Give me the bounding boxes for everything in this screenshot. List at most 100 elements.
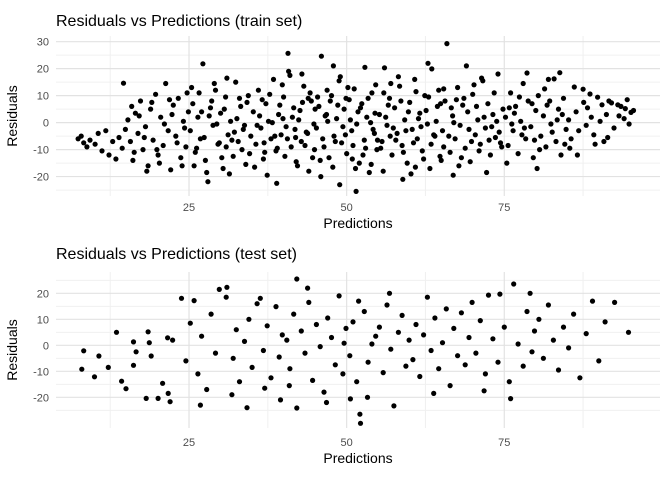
data-point (291, 311, 297, 317)
data-point (597, 118, 603, 124)
data-point (515, 151, 521, 157)
data-point (236, 379, 243, 385)
data-point (456, 163, 462, 169)
data-point (376, 324, 382, 330)
test-tick-labels: 25 50 75 20 10 0 -10 -20 (33, 288, 510, 449)
data-point (571, 311, 577, 317)
data-point (588, 114, 594, 120)
data-point (618, 103, 624, 109)
data-point (515, 341, 521, 347)
data-point (205, 179, 211, 185)
data-point (357, 420, 364, 426)
data-point (317, 157, 323, 163)
data-point (324, 87, 330, 93)
data-point (399, 142, 405, 149)
data-point (395, 329, 401, 335)
data-point (229, 137, 235, 143)
data-point (365, 95, 371, 101)
data-point (611, 125, 617, 131)
data-point (130, 339, 137, 345)
data-point (328, 334, 335, 341)
data-point (436, 87, 442, 93)
data-point (313, 125, 319, 131)
data-point (241, 122, 248, 128)
data-point (78, 133, 84, 139)
data-point (325, 315, 331, 321)
data-point (443, 306, 449, 312)
data-point (311, 121, 317, 127)
data-point (481, 114, 487, 120)
data-point (608, 100, 615, 106)
data-point (502, 114, 509, 120)
data-point (341, 340, 347, 346)
data-point (481, 388, 487, 394)
data-point (583, 331, 589, 337)
data-point (616, 113, 622, 119)
data-point (384, 122, 390, 128)
data-point (424, 294, 430, 300)
data-point (357, 105, 364, 111)
data-point (257, 295, 263, 301)
data-point (428, 347, 434, 354)
data-point (156, 160, 162, 166)
data-point (438, 101, 444, 107)
data-point (84, 144, 90, 150)
data-point (259, 97, 265, 103)
data-point (477, 318, 483, 324)
data-point (409, 126, 415, 132)
data-point (288, 144, 294, 150)
data-point (233, 79, 239, 85)
data-point (199, 109, 205, 115)
data-point (191, 163, 197, 169)
data-point (284, 136, 290, 142)
y-axis-tick-label: 20 (37, 64, 49, 76)
data-point (489, 124, 495, 130)
data-point (484, 169, 490, 176)
data-point (612, 299, 618, 305)
data-point (601, 138, 607, 145)
data-point (230, 355, 236, 361)
data-point (490, 111, 496, 118)
data-point (103, 128, 109, 134)
data-point (299, 99, 306, 105)
data-point (246, 316, 252, 322)
data-point (460, 102, 466, 108)
data-point (254, 122, 260, 128)
x-axis-tick-label: 50 (341, 437, 353, 449)
data-point (127, 138, 133, 145)
data-point (330, 164, 336, 170)
data-point (270, 76, 277, 82)
data-point (133, 349, 139, 355)
data-point (373, 333, 379, 339)
data-point (178, 295, 185, 301)
data-point (183, 144, 189, 150)
data-point (235, 138, 241, 145)
data-point (448, 105, 454, 111)
data-point (116, 134, 122, 141)
data-point (322, 113, 328, 119)
data-point (276, 354, 282, 360)
data-point (380, 168, 386, 174)
data-point (370, 126, 376, 132)
data-point (318, 53, 324, 59)
data-point (280, 116, 286, 122)
data-point (462, 145, 468, 151)
data-point (204, 386, 210, 393)
data-point (482, 371, 488, 377)
data-point (119, 145, 125, 151)
data-point (315, 94, 321, 100)
data-point (376, 111, 382, 118)
data-point (568, 136, 574, 142)
data-point (436, 366, 442, 372)
data-point (170, 337, 176, 343)
data-point (95, 130, 101, 136)
y-axis-tick-label: -20 (33, 172, 49, 184)
data-point (341, 106, 347, 112)
data-point (555, 106, 562, 112)
data-point (369, 90, 375, 96)
data-point (294, 163, 301, 169)
data-point (209, 98, 215, 104)
data-point (223, 144, 229, 150)
data-point (240, 126, 246, 132)
data-point (182, 125, 188, 131)
